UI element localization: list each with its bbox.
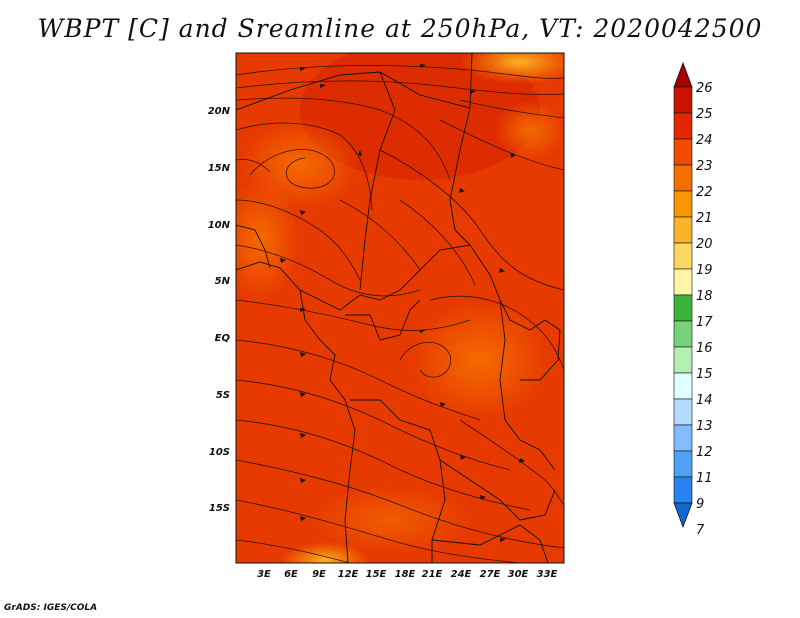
colorbar-label: 24 [696,133,713,148]
colorbar-swatch [673,424,693,452]
colorbar-label: 19 [696,263,713,278]
lon-tick-label: 9E [312,569,326,580]
colorbar-swatch [673,476,693,504]
lat-tick-label: 5S [216,390,230,401]
colorbar-label: 26 [696,81,713,96]
colorbar-label: 16 [696,341,713,356]
lon-tick-label: 33E [537,569,558,580]
wbpt-cool-patch-ne [495,100,564,160]
lat-axis: 20N 15N 10N 5N EQ 5S 10S 15S [208,106,231,514]
colorbar-swatch [673,450,693,478]
lon-tick-label: 12E [338,569,359,580]
colorbar-swatch [673,86,693,114]
colorbar-swatch [673,346,693,374]
colorbar-label: 21 [696,211,713,226]
lon-tick-label: 15E [366,569,387,580]
lon-tick-label: 18E [395,569,416,580]
colorbar-top-arrow [673,61,693,88]
colorbar-label: 7 [696,523,705,538]
wbpt-yellow-patch-north [460,53,564,84]
colorbar-label: 15 [696,367,713,382]
colorbar-swatch [673,398,693,426]
map-title: WBPT [C] and Sreamline at 250hPa, VT: 20… [37,14,763,43]
lon-tick-label: 6E [284,569,298,580]
colorbar-swatch [673,190,693,218]
lat-tick-label: 15N [208,163,231,174]
streamlines [236,65,564,563]
lat-tick-label: EQ [215,333,231,344]
map-panel [236,53,564,563]
colorbar-swatch [673,372,693,400]
colorbar-swatch [673,138,693,166]
colorbar: 26 25 24 23 22 21 20 19 18 17 16 15 14 13 12 11 9 7 [673,61,713,538]
grads-credit: GrADS: IGES/COLA [4,603,98,613]
lon-tick-label: 30E [508,569,529,580]
colorbar-label: 11 [696,471,713,486]
lat-tick-label: 10S [209,447,230,458]
colorbar-swatch [673,242,693,270]
colorbar-label: 22 [696,185,713,200]
colorbar-label: 17 [696,315,713,330]
colorbar-swatch [673,294,693,322]
wbpt-cool-patch-east [410,300,550,420]
country-boundaries [236,53,561,563]
colorbar-label: 20 [696,237,713,252]
colorbar-label: 14 [696,393,713,408]
colorbar-label: 18 [696,289,713,304]
lon-tick-label: 24E [451,569,472,580]
lon-tick-label: 27E [480,569,501,580]
colorbar-label: 23 [696,159,713,174]
wbpt-cool-patch-south [310,485,470,555]
lon-axis: 3E 6E 9E 12E 15E 18E 21E 24E 27E 30E 33E [257,569,557,580]
colorbar-label: 12 [696,445,713,460]
streamline-arrows [280,64,525,542]
colorbar-swatch [673,164,693,192]
lat-tick-label: 5N [215,276,231,287]
colorbar-swatch [673,268,693,296]
colorbar-swatch [673,112,693,140]
wbpt-warm-band-north [300,53,540,180]
colorbar-swatch [673,320,693,348]
lon-tick-label: 21E [422,569,443,580]
colorbar-bottom-arrow [673,502,693,529]
map-frame [235,52,565,564]
colorbar-label: 25 [696,107,713,122]
lat-tick-label: 10N [208,220,231,231]
colorbar-swatch [673,216,693,244]
colorbar-label: 13 [696,419,713,434]
lon-tick-label: 3E [257,569,271,580]
wbpt-cool-patch-west [236,180,300,300]
colorbar-label: 9 [696,497,704,512]
lat-tick-label: 15S [209,503,230,514]
lat-tick-label: 20N [208,106,231,117]
